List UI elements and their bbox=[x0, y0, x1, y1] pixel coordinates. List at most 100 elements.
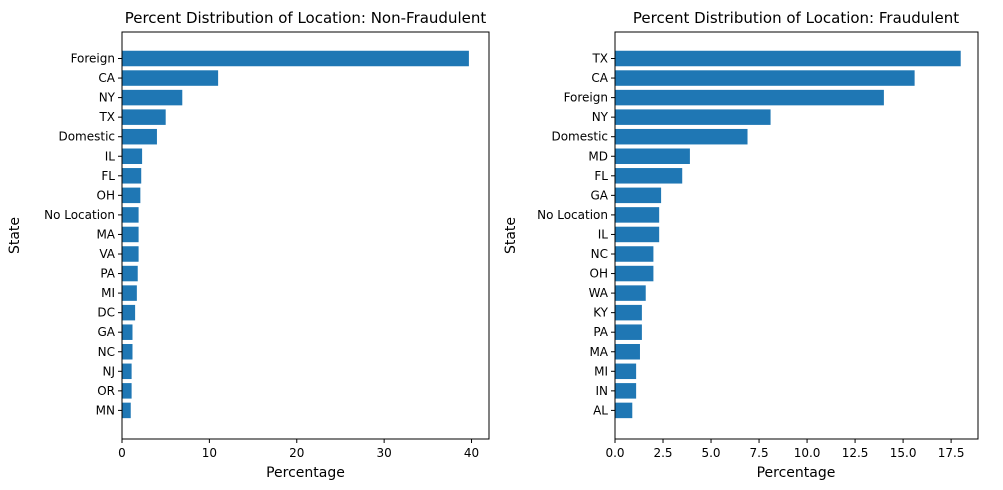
y-tick-label: OH bbox=[590, 267, 608, 281]
bar-pa bbox=[615, 324, 642, 340]
bar-fl bbox=[122, 168, 142, 184]
y-tick-label: KY bbox=[593, 306, 608, 320]
bar-oh bbox=[615, 265, 654, 282]
y-tick-label: Domestic bbox=[58, 130, 115, 144]
x-tick-label: 12.5 bbox=[842, 446, 869, 460]
y-tick-label: OR bbox=[97, 384, 115, 398]
chart-title: Percent Distribution of Location: Non-Fr… bbox=[125, 9, 487, 27]
bar-mi bbox=[615, 363, 637, 380]
x-tick-label: 20 bbox=[289, 446, 304, 460]
x-axis-label: Percentage bbox=[266, 465, 345, 481]
x-tick-label: 40 bbox=[464, 446, 479, 460]
bar-pa bbox=[122, 265, 138, 282]
y-tick-label: MI bbox=[101, 286, 115, 300]
bar-no-location bbox=[122, 207, 139, 223]
x-ticks-group: 0 10 20 30 40 bbox=[118, 439, 479, 460]
x-tick-label: 30 bbox=[377, 446, 392, 460]
y-axis-label: State bbox=[503, 217, 519, 254]
bar-md bbox=[615, 148, 690, 164]
y-tick-label: DC bbox=[97, 306, 115, 320]
y-tick-label: TX bbox=[98, 110, 115, 124]
y-tick-label: MA bbox=[96, 227, 115, 241]
y-axis-label: State bbox=[7, 217, 23, 254]
bar-tx bbox=[122, 109, 166, 125]
y-tick-label: CA bbox=[98, 71, 115, 85]
bar-oh bbox=[122, 187, 141, 204]
bars-group bbox=[615, 50, 961, 419]
bar-ny bbox=[615, 109, 771, 125]
y-tick-label: IL bbox=[105, 149, 116, 163]
bar-mi bbox=[122, 285, 137, 301]
y-tick-label: IL bbox=[598, 227, 609, 241]
y-tick-label: MN bbox=[96, 403, 115, 417]
x-tick-label: 17.5 bbox=[938, 446, 965, 460]
bar-fl bbox=[615, 168, 683, 184]
y-tick-label: Foreign bbox=[564, 91, 608, 105]
bar-ga bbox=[615, 187, 662, 204]
x-tick-label: 10.0 bbox=[794, 446, 821, 460]
x-tick-label: 2.5 bbox=[653, 446, 672, 460]
x-tick-label: 15.0 bbox=[890, 446, 917, 460]
chart-title: Percent Distribution of Location: Fraudu… bbox=[633, 9, 959, 27]
chart-panel-non-fraudulent: Percent Distribution of Location: Non-Fr… bbox=[7, 9, 490, 481]
y-tick-label: PA bbox=[100, 267, 115, 281]
bar-domestic bbox=[615, 128, 748, 145]
x-ticks-group: 0.0 2.5 5.0 7.5 10.0 12.5 15.0 17.5 bbox=[605, 439, 964, 460]
y-tick-label: GA bbox=[97, 325, 115, 339]
bar-or bbox=[122, 383, 132, 399]
bar-dc bbox=[122, 304, 136, 321]
y-tick-label: VA bbox=[99, 247, 115, 261]
bar-nc bbox=[615, 246, 654, 262]
x-tick-label: 0 bbox=[118, 446, 126, 460]
y-tick-label: NY bbox=[99, 91, 116, 105]
bar-domestic bbox=[122, 128, 157, 145]
plot-frame bbox=[614, 31, 979, 440]
y-tick-label: MA bbox=[589, 345, 608, 359]
bar-tx bbox=[615, 50, 961, 67]
y-tick-label: Domestic bbox=[551, 130, 608, 144]
y-tick-label: NC bbox=[591, 247, 608, 261]
y-tick-label: PA bbox=[593, 325, 608, 339]
bar-ky bbox=[615, 304, 642, 321]
bar-wa bbox=[615, 285, 646, 301]
bar-il bbox=[615, 226, 660, 243]
bars-group bbox=[122, 50, 469, 419]
bar-foreign bbox=[122, 50, 469, 67]
y-tick-label: No Location bbox=[44, 208, 115, 222]
bar-al bbox=[615, 402, 633, 419]
y-tick-label: GA bbox=[590, 188, 608, 202]
y-tick-label: NJ bbox=[102, 364, 115, 378]
x-tick-label: 5.0 bbox=[701, 446, 720, 460]
bar-in bbox=[615, 383, 637, 399]
y-tick-label: AL bbox=[593, 403, 608, 417]
bar-va bbox=[122, 246, 139, 262]
bar-ga bbox=[122, 324, 133, 340]
bar-no-location bbox=[615, 207, 660, 223]
y-tick-label: IN bbox=[595, 384, 608, 398]
x-tick-label: 10 bbox=[202, 446, 217, 460]
bar-ca bbox=[122, 70, 219, 86]
y-tick-label: Foreign bbox=[71, 52, 115, 66]
plot-frame bbox=[121, 31, 490, 440]
bar-il bbox=[122, 148, 143, 164]
y-tick-label: FL bbox=[594, 169, 608, 183]
y-tick-label: WA bbox=[589, 286, 609, 300]
bar-ma bbox=[122, 226, 139, 243]
bar-ma bbox=[615, 344, 640, 360]
y-tick-label: MD bbox=[588, 149, 608, 163]
bar-nc bbox=[122, 344, 133, 360]
chart-panel-fraudulent: Percent Distribution of Location: Fraudu… bbox=[503, 9, 979, 481]
x-tick-label: 7.5 bbox=[750, 446, 769, 460]
y-tick-label: OH bbox=[97, 188, 115, 202]
x-tick-label: 0.0 bbox=[605, 446, 624, 460]
bar-ny bbox=[122, 89, 183, 106]
y-tick-label: CA bbox=[591, 71, 608, 85]
y-tick-label: No Location bbox=[537, 208, 608, 222]
y-tick-label: TX bbox=[591, 52, 608, 66]
bar-foreign bbox=[615, 89, 884, 106]
bar-mn bbox=[122, 402, 131, 419]
y-tick-label: MI bbox=[594, 364, 608, 378]
y-ticks-group: TX CA Foreign NY Domestic MD FL GA No Location IL… bbox=[537, 52, 615, 417]
y-tick-label: FL bbox=[101, 169, 115, 183]
